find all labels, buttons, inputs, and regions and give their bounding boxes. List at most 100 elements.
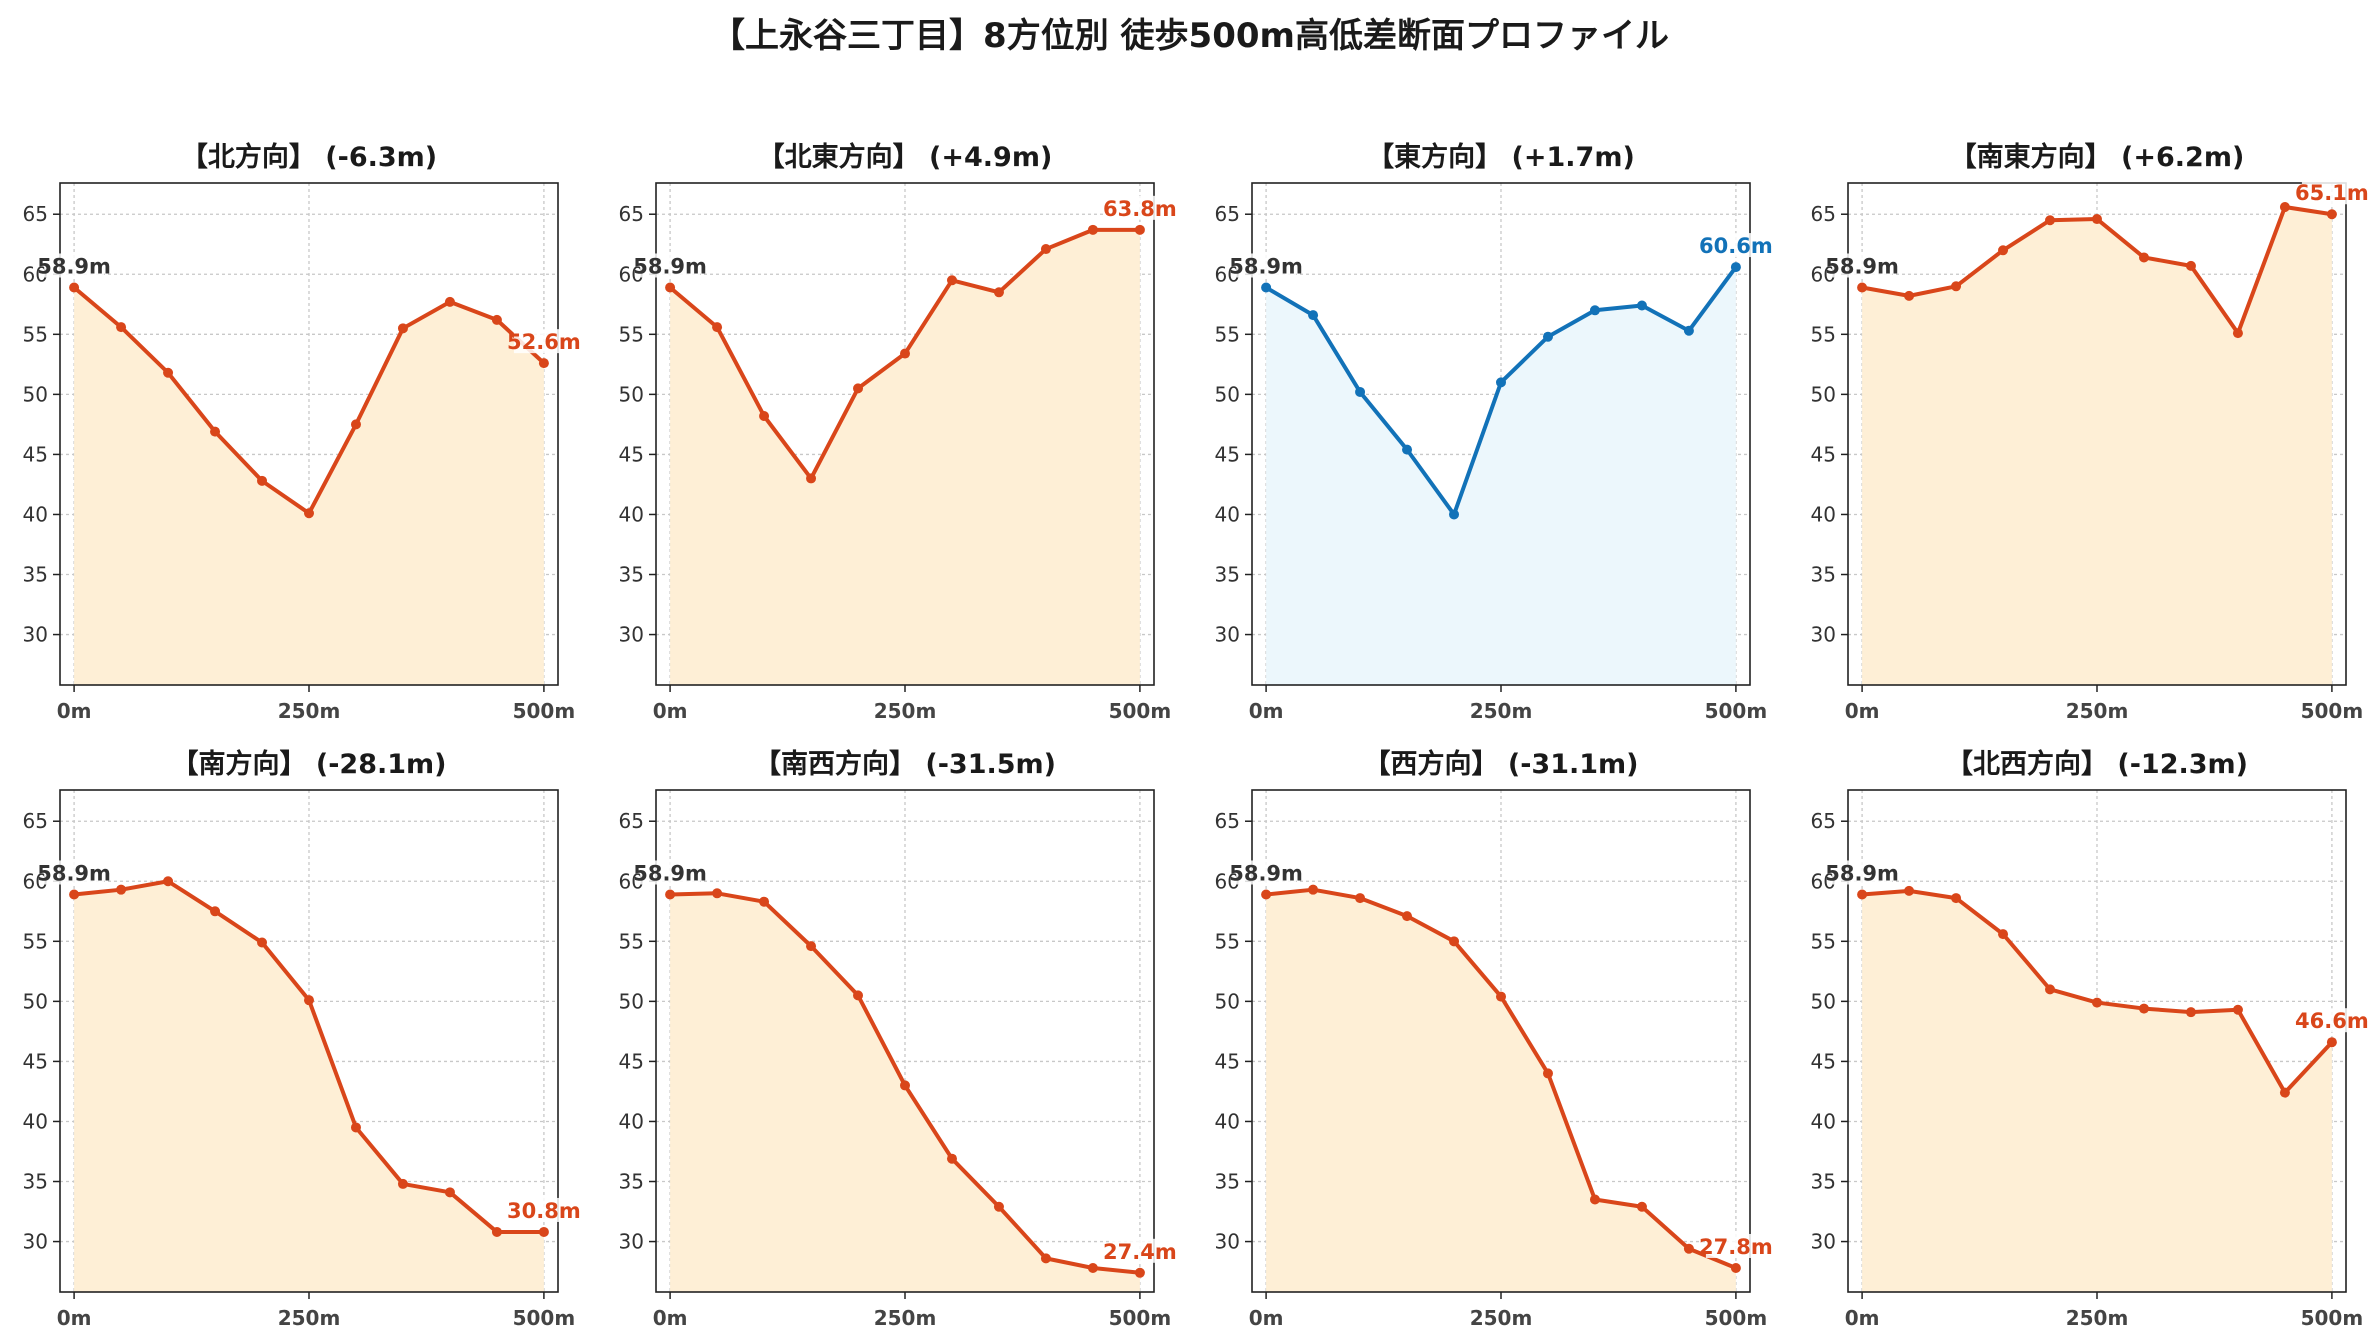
y-tick-label: 50 <box>619 382 644 406</box>
subplot-title: 【南方向】 (-28.1m) <box>171 748 446 780</box>
y-tick-label: 50 <box>23 382 48 406</box>
area-fill <box>1862 890 2332 1292</box>
x-tick-label: 250m <box>1470 1306 1533 1330</box>
subplot-title: 【西方向】 (-31.1m) <box>1363 748 1638 780</box>
subplot-3: 【東方向】 (+1.7m) 30 35 40 45 50 55 60 65 0m 250m 500m 5… <box>1215 141 1773 723</box>
y-tick-label: 60 <box>1811 262 1836 286</box>
data-point <box>2138 1003 2149 1014</box>
y-tick-label: 55 <box>619 322 644 346</box>
end-label: 63.8m <box>1103 197 1177 221</box>
data-point <box>1402 911 1413 922</box>
y-tick-label: 65 <box>619 202 644 226</box>
end-label: 46.6m <box>2295 1009 2369 1033</box>
data-point <box>946 1153 957 1164</box>
data-point <box>1087 1262 1098 1273</box>
x-tick-label: 250m <box>278 1306 341 1330</box>
start-label-bg <box>44 860 105 885</box>
data-point <box>1998 929 2009 940</box>
data-point <box>116 322 127 333</box>
data-point <box>665 889 676 900</box>
y-tick-label: 65 <box>1215 202 1240 226</box>
x-tick-label: 0m <box>1249 1306 1284 1330</box>
data-point <box>1261 282 1272 293</box>
data-point <box>1134 224 1145 235</box>
data-point <box>712 322 723 333</box>
end-label: 52.6m <box>507 330 581 354</box>
y-tick-label: 60 <box>619 869 644 893</box>
data-point <box>1134 1267 1145 1278</box>
x-tick-label: 250m <box>874 1306 937 1330</box>
end-label: 27.4m <box>1103 1240 1177 1264</box>
data-point <box>69 889 80 900</box>
data-point <box>1355 893 1366 904</box>
data-point <box>993 287 1004 298</box>
data-point <box>1496 377 1506 388</box>
x-tick-label: 0m <box>1249 699 1284 723</box>
area-fill <box>670 229 1140 685</box>
y-tick-label: 35 <box>23 1170 48 1194</box>
data-point <box>210 426 221 437</box>
y-tick-label: 30 <box>1811 623 1836 647</box>
x-tick-label: 0m <box>57 1306 92 1330</box>
start-label-bg <box>44 253 105 278</box>
data-point <box>806 473 817 484</box>
end-label-bg <box>513 1197 574 1222</box>
end-label-bg <box>1109 195 1170 220</box>
x-tick-label: 250m <box>2066 1306 2129 1330</box>
y-tick-label: 30 <box>1215 623 1240 647</box>
data-point <box>444 296 455 307</box>
data-point <box>946 275 957 286</box>
data-point <box>257 475 268 486</box>
data-point <box>304 995 314 1006</box>
y-tick-label: 40 <box>1215 1109 1240 1133</box>
data-point <box>853 990 864 1001</box>
data-point <box>2045 215 2056 226</box>
y-tick-label: 65 <box>23 809 48 833</box>
y-tick-label: 50 <box>1811 989 1836 1013</box>
start-label-bg <box>640 253 701 278</box>
y-tick-label: 35 <box>1811 1170 1836 1194</box>
y-tick-label: 60 <box>1215 262 1240 286</box>
end-label: 60.6m <box>1699 234 1773 258</box>
x-tick-label: 500m <box>1109 699 1172 723</box>
y-tick-label: 45 <box>619 1049 644 1073</box>
y-tick-label: 55 <box>23 929 48 953</box>
data-point <box>538 1226 549 1237</box>
area-fill <box>1266 889 1736 1292</box>
data-point <box>1904 885 1915 896</box>
y-tick-label: 40 <box>619 502 644 526</box>
subplot-title: 【北東方向】 (+4.9m) <box>758 141 1053 173</box>
data-point <box>1261 889 1272 900</box>
start-label-bg <box>640 860 701 885</box>
data-point <box>1040 1253 1051 1264</box>
end-label: 27.8m <box>1699 1235 1773 1259</box>
y-tick-label: 55 <box>1811 322 1836 346</box>
data-point <box>257 937 268 948</box>
data-point <box>2232 1004 2243 1015</box>
data-point <box>1683 325 1694 336</box>
x-tick-label: 250m <box>2066 699 2129 723</box>
data-point <box>69 282 80 293</box>
data-point <box>1402 444 1413 455</box>
data-point <box>900 348 910 359</box>
start-label: 58.9m <box>37 861 111 885</box>
area-fill <box>74 287 544 685</box>
subplot-8: 【北西方向】 (-12.3m) 30 35 40 45 50 55 60 65 0m 250m 500… <box>1811 748 2369 1330</box>
data-point <box>2045 984 2056 995</box>
area-fill <box>1862 207 2332 685</box>
y-tick-label: 40 <box>1811 502 1836 526</box>
data-point <box>1449 936 1460 947</box>
data-point <box>900 1080 910 1091</box>
y-tick-label: 50 <box>619 989 644 1013</box>
y-tick-label: 30 <box>1215 1230 1240 1254</box>
data-point <box>1589 305 1600 316</box>
x-tick-label: 0m <box>1845 1306 1880 1330</box>
data-point <box>1355 386 1366 397</box>
subplot-4: 【南東方向】 (+6.2m) 30 35 40 45 50 55 60 65 0m 250m 500m… <box>1811 141 2369 723</box>
data-point <box>1087 224 1098 235</box>
x-tick-label: 500m <box>1705 1306 1768 1330</box>
start-label: 58.9m <box>1825 861 1899 885</box>
data-point <box>444 1187 455 1198</box>
